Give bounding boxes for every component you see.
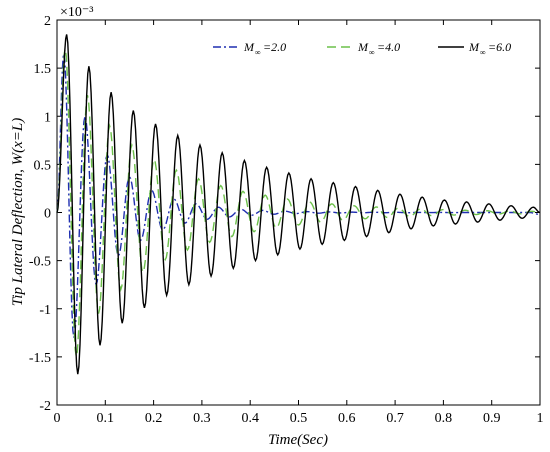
x-axis-label: Time(Sec) <box>268 432 328 448</box>
legend-subscript: ∞ <box>480 48 486 57</box>
x-tick-label: 1 <box>537 411 544 426</box>
y-tick-label: -0.5 <box>29 255 51 270</box>
x-tick-label: 0 <box>54 411 61 426</box>
legend-subscript: ∞ <box>255 48 261 57</box>
legend-value: =6.0 <box>488 40 511 54</box>
legend-value: =2.0 <box>263 40 286 54</box>
legend-symbol: M <box>468 40 480 54</box>
series-line-3 <box>56 34 541 375</box>
series-line-1 <box>56 53 541 338</box>
x-tick-label: 0.3 <box>193 411 211 426</box>
y-tick-label: 2 <box>44 14 51 29</box>
x-tick-label: 0.1 <box>97 411 115 426</box>
y-tick-label: 1.5 <box>34 62 52 77</box>
legend-symbol: M <box>243 40 255 54</box>
y-tick-label: 0 <box>44 207 51 222</box>
y-tick-label: -1.5 <box>29 351 51 366</box>
series-layer <box>56 34 541 375</box>
x-tick-label: 0.9 <box>483 411 501 426</box>
axis-ticks: 0 0.1 0.2 0.3 0.4 0.5 0.6 0.7 0.8 0.9 1 -2 -1.5 -1 -0.… <box>29 14 544 426</box>
x-tick-label: 0.2 <box>145 411 163 426</box>
y-tick-label: 1 <box>44 110 51 125</box>
legend-subscript: ∞ <box>369 48 375 57</box>
y-tick-label: 0.5 <box>34 158 52 173</box>
legend: M ∞ =2.0 M ∞ =4.0 M ∞ =6.0 <box>213 40 511 57</box>
x-tick-label: 0.7 <box>386 411 404 426</box>
x-tick-label: 0.5 <box>290 411 308 426</box>
x-tick-label: 0.4 <box>241 411 259 426</box>
legend-value: =4.0 <box>377 40 400 54</box>
y-tick-label: -1 <box>39 303 51 318</box>
x-tick-label: 0.8 <box>435 411 453 426</box>
y-axis-label: Tip Lateral Deflection, W(x=L) <box>10 118 26 306</box>
x-tick-label: 0.6 <box>338 411 356 426</box>
legend-symbol: M <box>357 40 369 54</box>
y-scale-note: ×10⁻³ <box>60 5 93 20</box>
y-tick-label: -2 <box>39 399 51 414</box>
